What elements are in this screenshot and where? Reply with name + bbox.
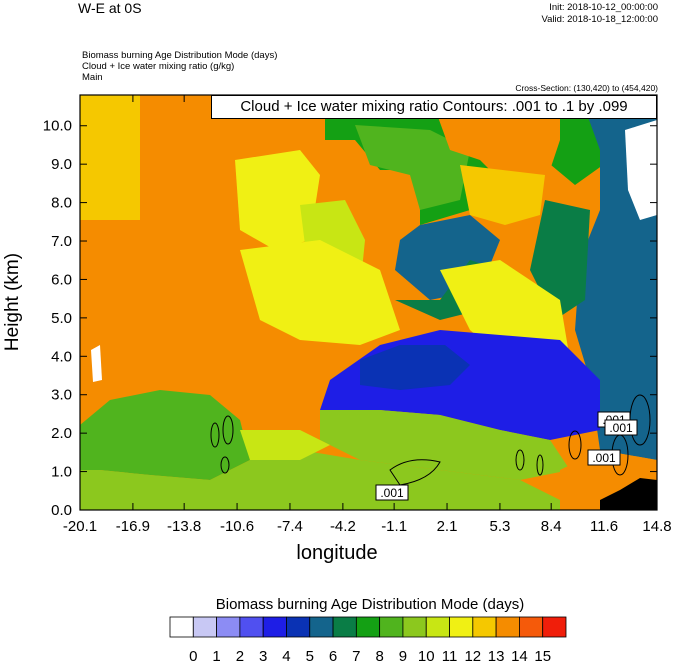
- y-tick-label: 6.0: [51, 271, 72, 288]
- x-tick-label: -1.1: [381, 518, 407, 535]
- x-tick-label: -13.8: [167, 518, 201, 535]
- colorbar-swatch: [262, 616, 287, 638]
- colorbar-label: 9: [399, 648, 407, 665]
- colorbar-swatch: [192, 616, 217, 638]
- y-tick-label: 8.0: [51, 195, 72, 212]
- colorbar-label: 0: [189, 648, 197, 665]
- colorbar-label: 8: [375, 648, 383, 665]
- colorbar-swatch: [169, 616, 194, 638]
- colorbar: 0 1 2 3 4 5 6 7 8 9 10 11 12 13 14 15: [169, 616, 567, 665]
- colorbar-label: 7: [352, 648, 360, 665]
- x-tick-label: 14.8: [642, 518, 671, 535]
- x-tick-label: 5.3: [490, 518, 511, 535]
- colorbar-label: 11: [442, 648, 458, 665]
- x-tick-label: 11.6: [590, 518, 618, 535]
- x-axis-label: longitude: [296, 542, 378, 564]
- y-tick-label: 2.0: [51, 425, 72, 442]
- colorbar-swatch: [542, 616, 567, 638]
- colorbar-label: 4: [282, 648, 290, 665]
- colorbar-label: 2: [236, 648, 244, 665]
- colorbar-label: 1: [212, 648, 220, 665]
- colorbar-label: 15: [534, 648, 551, 665]
- colorbar-swatch: [379, 616, 404, 638]
- colorbar-swatch: [472, 616, 497, 638]
- colorbar-swatch: [355, 616, 381, 638]
- colorbar-swatch: [449, 616, 474, 638]
- field-description-main: Main: [82, 72, 103, 83]
- colorbar-swatch: [309, 616, 334, 638]
- colorbar-label: 14: [511, 648, 528, 665]
- contour-label: .001: [592, 451, 616, 465]
- contour-title: Cloud + Ice water mixing ratio Contours:…: [211, 95, 657, 119]
- colorbar-swatch: [216, 616, 241, 638]
- colorbar-label: 10: [418, 648, 435, 665]
- colorbar-swatch: [402, 616, 427, 638]
- y-tick-label: 9.0: [51, 156, 72, 173]
- y-tick-label: 7.0: [51, 233, 72, 250]
- axes: -20.1 -16.9 -13.8 -10.6 -7.4 -4.2 -1.1 2.1 5.3 8.…: [43, 95, 672, 535]
- colorbar-label: 13: [488, 648, 505, 665]
- colorbar-label: 12: [464, 648, 481, 665]
- init-time: Init: 2018-10-12_00:00:00: [549, 2, 658, 13]
- y-axis-label: Height (km): [2, 253, 23, 351]
- y-tick-label: 4.0: [51, 348, 72, 365]
- x-tick-label: -10.6: [220, 518, 254, 535]
- y-tick-label: 1.0: [51, 464, 72, 481]
- colorbar-swatch: [286, 616, 311, 638]
- colorbar-label: 5: [306, 648, 314, 665]
- x-tick-label: -20.1: [63, 518, 97, 535]
- x-tick-label: 2.1: [437, 518, 458, 535]
- colorbar-label: 3: [259, 648, 267, 665]
- colorbar-label: 6: [329, 648, 337, 665]
- y-tick-label: 10.0: [43, 118, 72, 135]
- colorbar-swatch: [239, 616, 264, 638]
- cross-section-label: Cross-Section: (130,420) to (454,420): [515, 83, 658, 93]
- contour-labels: .001.001.001.001: [375, 411, 638, 501]
- contour-label: .001: [609, 421, 633, 435]
- field-description-cloud: Cloud + Ice water mixing ratio (g/kg): [82, 61, 235, 72]
- x-tick-label: -4.2: [330, 518, 356, 535]
- colorbar-swatch: [332, 616, 357, 638]
- colorbar-swatch: [519, 616, 544, 638]
- colorbar-swatch: [495, 616, 520, 638]
- field-description-age: Biomass burning Age Distribution Mode (d…: [82, 50, 278, 61]
- colorbar-swatch: [425, 616, 450, 638]
- y-tick-label: 0.0: [51, 502, 72, 519]
- colorbar-title: Biomass burning Age Distribution Mode (d…: [215, 596, 525, 613]
- y-tick-label: 3.0: [51, 387, 72, 404]
- contour-label: .001: [380, 486, 404, 500]
- x-tick-label: -7.4: [277, 518, 303, 535]
- x-tick-label: 8.4: [541, 518, 562, 535]
- age-distribution-field: [80, 95, 657, 510]
- x-tick-label: -16.9: [116, 518, 150, 535]
- valid-time: Valid: 2018-10-18_12:00:00: [541, 14, 658, 25]
- plot-title: W-E at 0S: [78, 0, 142, 16]
- contour-label-box: [604, 419, 638, 436]
- contour-label-box: [587, 449, 621, 466]
- y-tick-label: 5.0: [51, 310, 72, 327]
- contour-label-box: [375, 484, 409, 501]
